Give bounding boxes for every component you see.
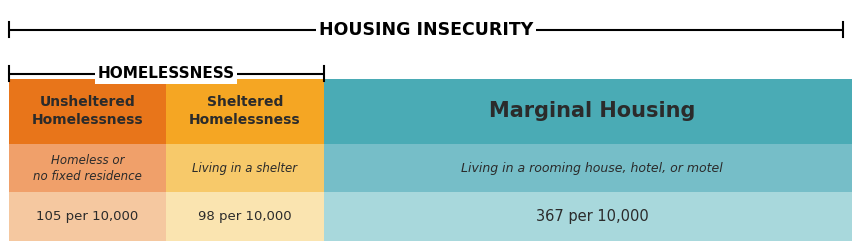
Text: HOUSING INSECURITY: HOUSING INSECURITY — [319, 20, 533, 39]
Text: Living in a rooming house, hotel, or motel: Living in a rooming house, hotel, or mot… — [461, 162, 723, 174]
Text: 367 per 10,000: 367 per 10,000 — [536, 209, 648, 224]
Text: Sheltered
Homelessness: Sheltered Homelessness — [189, 95, 301, 127]
Text: 105 per 10,000: 105 per 10,000 — [36, 210, 139, 223]
Bar — [324, 192, 852, 241]
Bar — [166, 144, 324, 192]
Bar — [324, 79, 852, 144]
Text: 98 per 10,000: 98 per 10,000 — [199, 210, 291, 223]
Bar — [9, 192, 166, 241]
Bar — [166, 192, 324, 241]
Text: Homeless or
no fixed residence: Homeless or no fixed residence — [33, 154, 141, 183]
Bar — [324, 144, 852, 192]
Text: Unsheltered
Homelessness: Unsheltered Homelessness — [32, 95, 143, 127]
Bar — [9, 144, 166, 192]
Bar — [9, 79, 166, 144]
Bar — [166, 79, 324, 144]
Text: HOMELESSNESS: HOMELESSNESS — [98, 66, 234, 81]
Text: Marginal Housing: Marginal Housing — [489, 101, 695, 121]
Text: Living in a shelter: Living in a shelter — [193, 162, 297, 174]
